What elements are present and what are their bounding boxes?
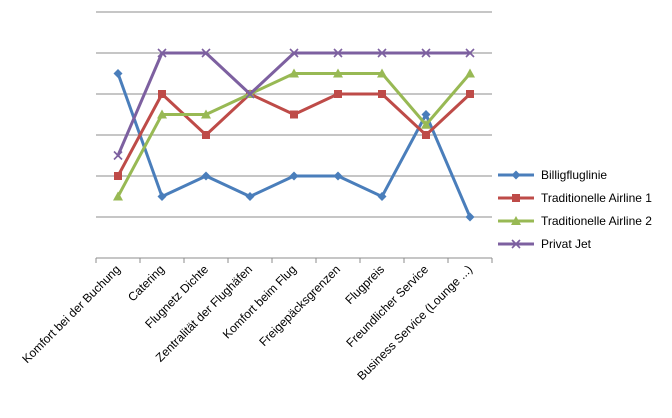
- series-point: [511, 170, 521, 180]
- series-point: [113, 69, 123, 78]
- series-point: [465, 68, 475, 78]
- series-point: [378, 90, 386, 98]
- series-point: [114, 172, 122, 180]
- series-point: [421, 119, 431, 129]
- x-tick-label: Freundlicher Service: [343, 262, 431, 350]
- series-point: [157, 192, 167, 201]
- series-point: [421, 110, 431, 119]
- legend: Billigfluglinie Traditionelle Airline 1 Tr…: [498, 168, 652, 251]
- series-point: [289, 171, 299, 181]
- series-point: [465, 212, 475, 222]
- x-tick-label: Catering: [125, 262, 167, 304]
- series-point: [113, 191, 123, 201]
- series-line: [116, 72, 472, 219]
- series-point: [333, 171, 343, 181]
- x-tick-label: Komfort beim Flug: [220, 262, 299, 341]
- series-point: [157, 109, 167, 119]
- series-point: [202, 131, 210, 139]
- series-point: [377, 48, 387, 58]
- point-stroke: [333, 48, 343, 58]
- series-point: [511, 216, 521, 225]
- series-point: [465, 48, 475, 58]
- series-point: [377, 192, 387, 201]
- legend-label: Traditionelle Airline 2: [541, 214, 652, 228]
- point-stroke: [157, 48, 167, 58]
- series-2: [114, 90, 474, 180]
- series-point: [201, 171, 211, 181]
- series-point: [421, 48, 431, 58]
- series-point: [201, 109, 211, 119]
- point-stroke: [245, 89, 255, 99]
- legend-item: Traditionelle Airline 1: [498, 191, 652, 205]
- point-stroke: [421, 48, 431, 58]
- point-stroke: [289, 48, 299, 58]
- legend-label: Privat Jet: [541, 237, 592, 251]
- series-point: [245, 192, 255, 201]
- series-point: [245, 89, 255, 99]
- series-point: [422, 131, 430, 139]
- legend-item: Traditionelle Airline 2: [498, 214, 652, 228]
- legend-item: Billigfluglinie: [498, 168, 607, 182]
- x-tick-label: Komfort bei der Buchung: [19, 262, 123, 366]
- series-point: [511, 239, 521, 249]
- legend-item: Privat Jet: [498, 237, 592, 251]
- series-point: [290, 110, 298, 119]
- series-point: [289, 48, 299, 58]
- x-tick-label: Freigepäcksgrenzen: [256, 262, 343, 349]
- point-stroke: [465, 48, 475, 58]
- series-1: [113, 69, 475, 222]
- point-stroke: [113, 150, 123, 161]
- series-point: [157, 48, 167, 58]
- legend-label: Billigfluglinie: [541, 168, 607, 182]
- series-point: [333, 68, 343, 78]
- series-point: [466, 90, 474, 98]
- point-stroke: [201, 48, 211, 58]
- point-stroke: [377, 48, 387, 58]
- series-point: [113, 150, 123, 161]
- legend-label: Traditionelle Airline 1: [541, 191, 652, 205]
- series-point: [512, 194, 520, 202]
- series-point: [377, 68, 387, 78]
- series-4: [113, 48, 475, 161]
- series-point: [333, 48, 343, 58]
- series-point: [201, 48, 211, 58]
- point-stroke: [511, 239, 521, 249]
- series-point: [289, 68, 299, 78]
- x-tick-label: Flugpreis: [342, 262, 387, 307]
- series-point: [334, 90, 342, 98]
- series-point: [158, 90, 166, 98]
